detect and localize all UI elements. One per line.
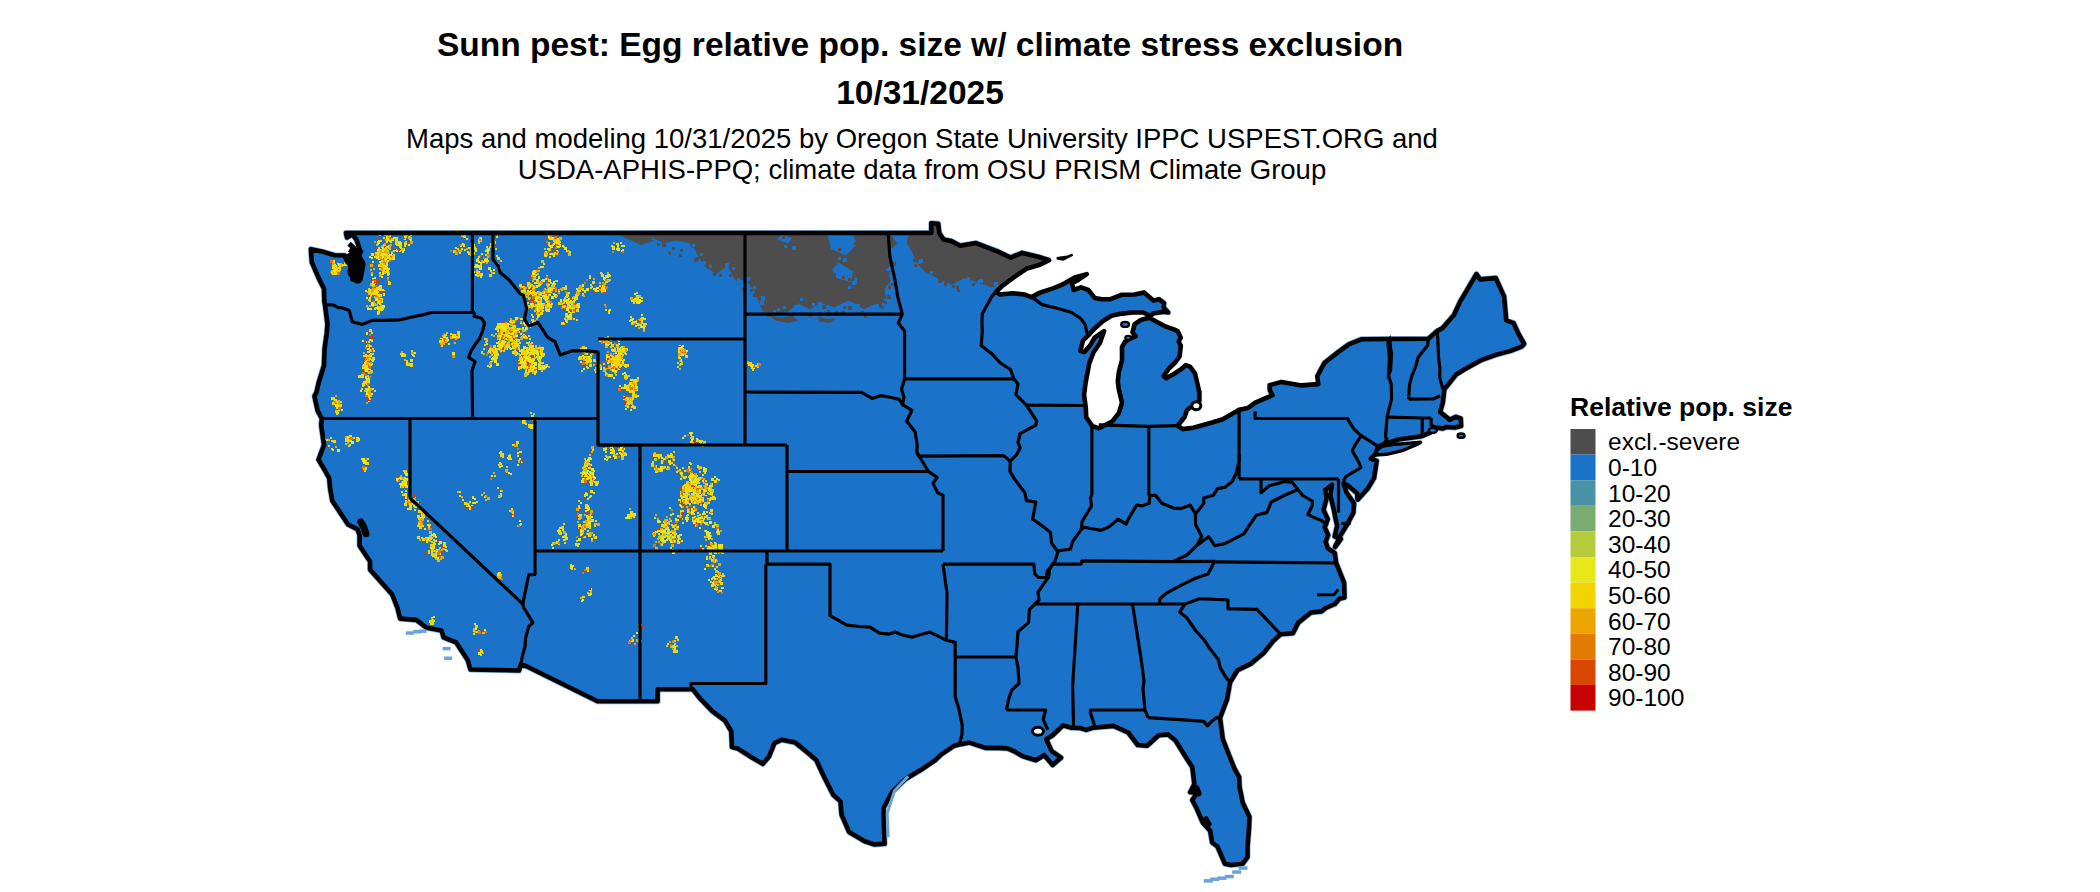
svg-text:20-30: 20-30 [1608,505,1671,532]
svg-text:Maps and modeling 10/31/2025 b: Maps and modeling 10/31/2025 by Oregon S… [406,123,1438,154]
svg-text:USDA-APHIS-PPQ; climate data f: USDA-APHIS-PPQ; climate data from OSU PR… [518,154,1326,185]
svg-text:40-50: 40-50 [1608,556,1671,583]
svg-text:Sunn pest: Egg relative pop. s: Sunn pest: Egg relative pop. size w/ cli… [437,26,1403,63]
svg-text:70-80: 70-80 [1608,633,1671,660]
svg-text:Relative pop. size: Relative pop. size [1570,392,1792,422]
svg-text:90-100: 90-100 [1608,684,1684,711]
svg-text:10/31/2025: 10/31/2025 [836,74,1004,111]
svg-text:10-20: 10-20 [1608,480,1671,507]
svg-text:80-90: 80-90 [1608,659,1671,686]
svg-text:excl.-severe: excl.-severe [1608,428,1740,455]
svg-text:0-10: 0-10 [1608,454,1657,481]
svg-text:30-40: 30-40 [1608,531,1671,558]
svg-text:50-60: 50-60 [1608,582,1671,609]
svg-text:60-70: 60-70 [1608,608,1671,635]
